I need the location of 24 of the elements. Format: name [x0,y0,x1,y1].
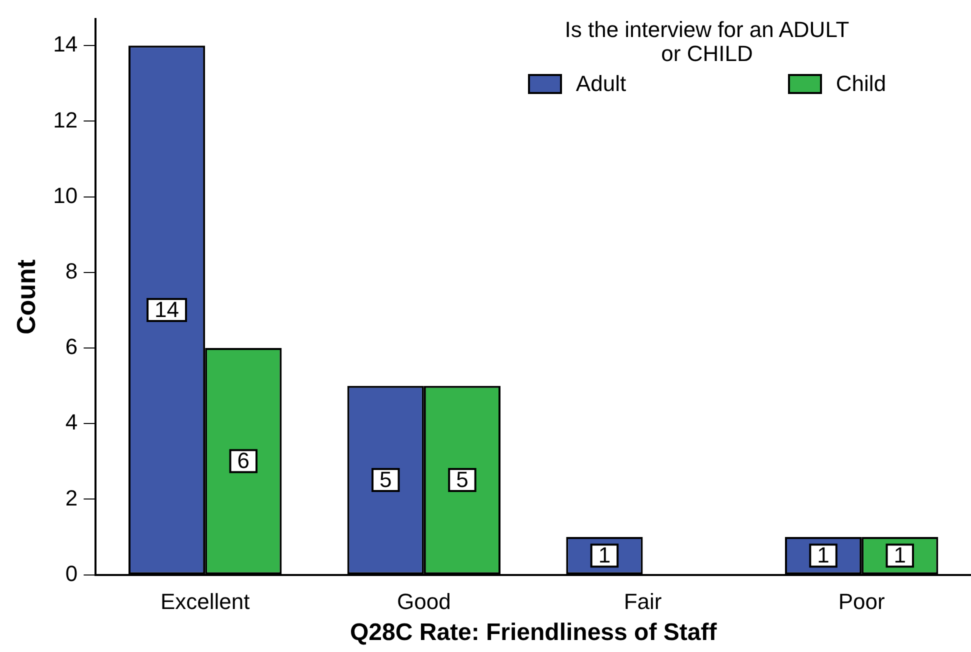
data-label: 1 [817,542,830,568]
data-label: 6 [237,448,250,474]
y-tick-label: 0 [65,560,78,586]
x-axis-title: Q28C Rate: Friendliness of Staff [350,619,718,646]
data-label: 1 [598,542,611,568]
y-tick-label: 14 [53,32,78,57]
y-axis-title: Count [10,259,41,335]
legend-title: Is the interview for an ADULT or CHILD [564,17,850,66]
data-label: 14 [154,297,180,322]
x-tick-label: Poor [838,589,885,614]
y-tick-label: 10 [53,182,78,208]
data-label: 5 [456,467,468,492]
x-tick-label: Excellent [160,589,250,614]
y-tick-label: 12 [53,107,78,132]
x-tick-label: Good [397,589,451,614]
y-tick-label: 8 [65,258,78,284]
data-label: 1 [894,542,906,568]
data-label: 5 [380,467,392,492]
y-tick-label: 4 [65,410,78,435]
legend-label: Child [836,71,886,96]
y-tick-label: 6 [65,334,78,360]
legend-label: Adult [576,71,626,96]
y-tick-label: 2 [65,485,78,510]
x-tick-label: Fair [624,589,662,614]
